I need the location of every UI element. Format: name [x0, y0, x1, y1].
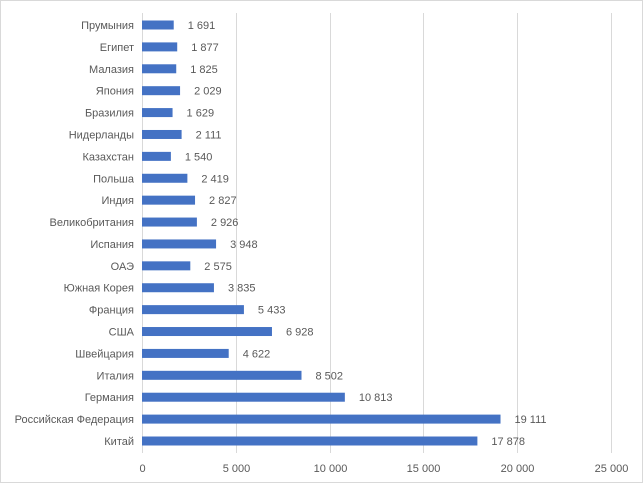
category-label: Южная Корея: [64, 283, 134, 295]
data-label: 1 877: [191, 42, 219, 54]
bar: [142, 217, 197, 227]
data-label: 2 419: [201, 173, 229, 185]
data-label: 19 111: [515, 414, 547, 426]
category-label: Российская Федерация: [15, 414, 134, 426]
bar: [142, 305, 244, 315]
data-label: 1 540: [185, 151, 213, 163]
bar: [142, 42, 178, 52]
bar: [142, 173, 188, 183]
category-label: Италия: [97, 370, 135, 382]
bar: [142, 414, 501, 424]
category-label: Нидерланды: [69, 129, 134, 141]
data-label: 1 629: [187, 108, 215, 120]
x-tick-label: 15 000: [407, 463, 441, 475]
category-label: Индия: [101, 195, 134, 207]
data-label: 8 502: [315, 370, 343, 382]
bar: [142, 327, 272, 337]
bar: [142, 261, 191, 271]
category-label: Бразилия: [85, 108, 134, 120]
category-label: Малазия: [89, 64, 134, 76]
data-label: 17 878: [491, 436, 525, 448]
data-label: 4 622: [243, 348, 271, 360]
x-tick-label: 20 000: [501, 463, 535, 475]
bar: [142, 436, 478, 446]
bar: [142, 392, 345, 402]
bar: [142, 195, 196, 205]
data-label: 2 926: [211, 217, 239, 229]
bar: [142, 108, 173, 118]
x-tick-label: 25 000: [595, 463, 629, 475]
category-label: Китай: [104, 436, 134, 448]
category-label: Германия: [85, 392, 134, 404]
category-label: Польша: [93, 173, 135, 185]
bar: [142, 348, 229, 358]
x-tick-label: 10 000: [314, 463, 348, 475]
x-tick-label: 5 000: [223, 463, 251, 475]
data-label: 2 827: [209, 195, 237, 207]
category-label: США: [109, 327, 135, 339]
bar: [142, 86, 181, 96]
bar: [142, 283, 214, 293]
category-label: Казахстан: [82, 151, 134, 163]
bar: [142, 129, 182, 139]
data-label: 10 813: [359, 392, 393, 404]
data-label: 2 575: [204, 261, 232, 273]
category-label: Испания: [90, 239, 134, 251]
category-label: Франция: [89, 305, 134, 317]
category-label: Швейцария: [75, 348, 134, 360]
data-label: 1 691: [188, 20, 216, 32]
x-tick-label: 0: [139, 463, 145, 475]
data-label: 3 948: [230, 239, 258, 251]
data-label: 3 835: [228, 283, 256, 295]
bar: [142, 64, 177, 74]
category-label: Япония: [96, 86, 134, 98]
category-label: Прумыния: [81, 20, 134, 32]
data-label: 2 111: [196, 129, 222, 141]
category-label: ОАЭ: [111, 261, 134, 273]
data-label: 2 029: [194, 86, 222, 98]
bar: [142, 20, 174, 30]
data-label: 1 825: [190, 64, 218, 76]
data-label: 5 433: [258, 305, 286, 317]
bar: [142, 239, 217, 249]
category-label: Великобритания: [50, 217, 135, 229]
data-label: 6 928: [286, 327, 314, 339]
bar: [142, 370, 302, 380]
bar: [142, 151, 171, 161]
category-label: Египет: [100, 42, 134, 54]
